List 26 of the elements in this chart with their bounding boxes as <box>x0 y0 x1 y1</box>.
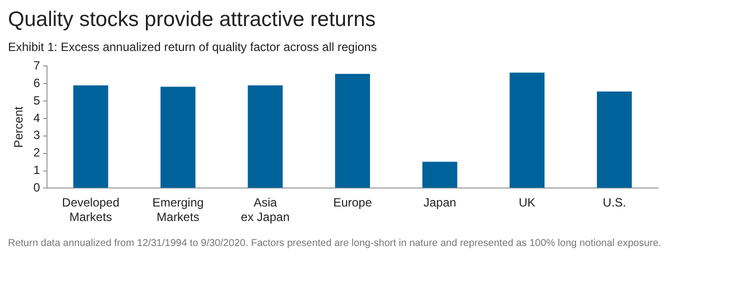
y-tick-label: 2 <box>33 146 40 160</box>
y-tick-label: 4 <box>33 110 40 125</box>
text: Return data annualized from 12/31/1994 to 9/30/2020. Factors presented are long-short in nature and represented as 100% long notional exposure. <box>8 237 662 251</box>
bar <box>73 85 108 188</box>
bar <box>335 74 370 188</box>
x-tick-label: Asia ex Japan <box>240 196 290 224</box>
bar <box>160 86 196 188</box>
x-tick-label: Emerging Markets <box>152 196 204 224</box>
x-tick-label: Europe <box>333 196 372 210</box>
x-tick-label: UK <box>518 196 536 210</box>
chart-title: Quality stocks provide attractive returns <box>8 8 377 32</box>
x-tick-label: Developed Markets <box>62 196 120 224</box>
y-tick-label: 5 <box>33 93 40 108</box>
y-tick-label: 1 <box>33 163 40 178</box>
bar <box>596 91 632 188</box>
bar <box>422 162 458 188</box>
y-tick-label: 0 <box>33 180 40 195</box>
bar <box>248 85 283 188</box>
y-tick-label: 6 <box>33 76 40 90</box>
x-tick-label: Japan <box>423 196 456 210</box>
y-axis-title: Percent <box>12 106 26 148</box>
y-tick-label: 7 <box>33 58 40 73</box>
chart-subtitle: Exhibit 1: Excess annualized return of quality factor across all regions <box>8 40 378 54</box>
bar <box>510 72 545 188</box>
x-tick-label: U.S. <box>602 196 626 210</box>
y-tick-label: 3 <box>33 128 40 142</box>
